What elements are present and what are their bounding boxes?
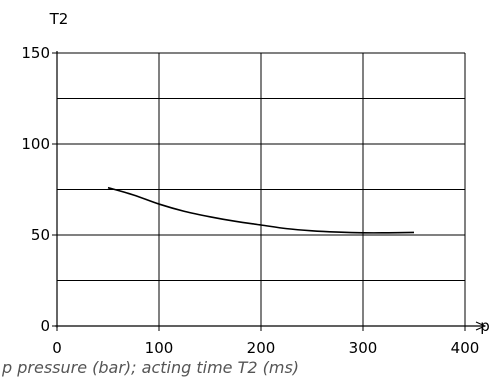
line-chart: 0 50 100 150 0 100 200 300 400 T2 p (21, 10, 490, 357)
series-line (107, 186, 415, 234)
tick-labels: 0 50 100 150 0 100 200 300 400 (21, 44, 479, 357)
x-tick-label: 100 (145, 339, 174, 357)
y-tick-label: 0 (40, 317, 50, 335)
y-tick-label: 50 (31, 226, 50, 244)
x-tick-label: 200 (247, 339, 276, 357)
x-axis-arrow-icon (475, 321, 487, 331)
chart-series (107, 186, 415, 234)
y-tick-label: 100 (21, 135, 50, 153)
chart-grid (57, 52, 466, 326)
x-axis-label: p (480, 317, 490, 335)
x-tick-label: 0 (52, 339, 62, 357)
chart-axes (52, 51, 487, 331)
chart-caption: p pressure (bar); acting time T2 (ms) (2, 358, 300, 377)
y-axis-label: T2 (49, 10, 69, 28)
y-tick-label: 150 (21, 44, 50, 62)
x-tick-label: 400 (451, 339, 480, 357)
x-tick-label: 300 (349, 339, 378, 357)
